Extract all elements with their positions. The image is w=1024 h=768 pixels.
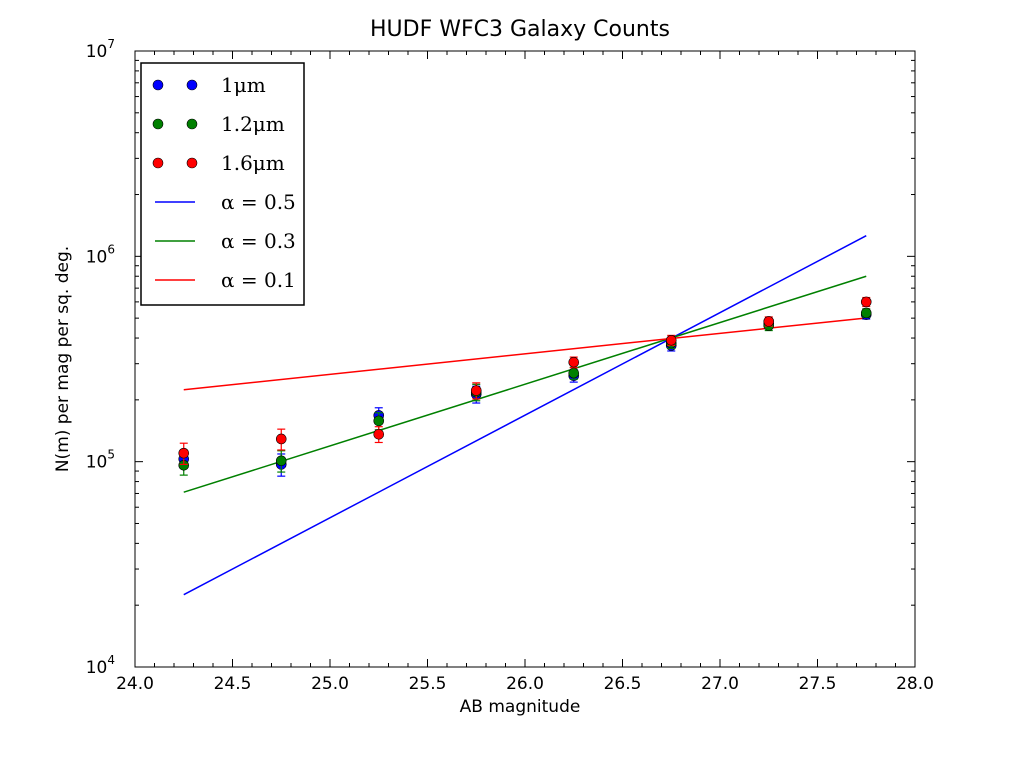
legend-label: α = 0.3	[221, 229, 296, 253]
y-tick-label: 107	[86, 37, 115, 62]
legend-marker-point	[152, 79, 164, 91]
legend-box	[140, 62, 305, 306]
data-point-s2-p7	[860, 296, 872, 308]
model-line-4	[183, 275, 867, 493]
data-point-s2-p6	[763, 316, 775, 327]
legend-label: α = 0.1	[221, 268, 296, 292]
data-point-s1-p1	[275, 455, 287, 467]
legend-marker-point	[152, 157, 164, 169]
data-point-s2-p5	[665, 335, 677, 346]
x-tick-label: 24.0	[116, 674, 154, 694]
data-point-s2-p2	[373, 428, 385, 440]
x-tick-label: 26.5	[604, 674, 642, 694]
model-line-3	[183, 235, 867, 596]
y-tick-label: 104	[86, 653, 115, 678]
data-point-s1-p7	[860, 307, 872, 319]
legend-marker-point	[152, 118, 164, 130]
x-tick-label: 25.0	[311, 674, 349, 694]
legend-label: 1μm	[221, 73, 266, 97]
legend-label: 1.2μm	[221, 112, 285, 136]
legend-marker-point	[186, 118, 198, 130]
x-tick-label: 27.5	[799, 674, 837, 694]
axis-ticks	[134, 50, 916, 668]
y-axis-title: N(m) per mag per sq. deg.	[53, 246, 73, 472]
x-tick-label: 25.5	[409, 674, 447, 694]
axis-tick-labels: 24.0 24.5 25.0 25.5 26.0 26.5 27.0 27.5 28.0 104 1…	[86, 37, 934, 694]
legend-label: α = 0.5	[221, 190, 296, 214]
x-axis-title: AB magnitude	[460, 697, 581, 717]
x-tick-label: 28.0	[896, 674, 934, 694]
legend-marker-point	[186, 79, 198, 91]
legend-marker-point	[186, 157, 198, 169]
plot-marks	[178, 235, 872, 596]
chart-title: HUDF WFC3 Galaxy Counts	[370, 17, 670, 42]
data-point-s2-p4	[568, 356, 580, 368]
model-line-5	[183, 317, 867, 391]
data-point-s2-p3	[470, 385, 482, 396]
y-tick-label: 105	[86, 448, 115, 473]
data-point-s2-p0	[178, 447, 190, 459]
data-point-s1-p4	[568, 367, 580, 379]
x-tick-label: 24.5	[214, 674, 252, 694]
x-tick-label: 27.0	[701, 674, 739, 694]
legend-label: 1.6μm	[221, 151, 285, 175]
data-point-s1-p2	[373, 415, 385, 427]
data-point-s2-p1	[275, 433, 287, 445]
legend: 1μm 1.2μm 1.6μm α = 0.5 α = 0.3 α = 0.1	[140, 62, 305, 306]
y-tick-label: 106	[86, 242, 115, 267]
x-tick-label: 26.0	[506, 674, 544, 694]
